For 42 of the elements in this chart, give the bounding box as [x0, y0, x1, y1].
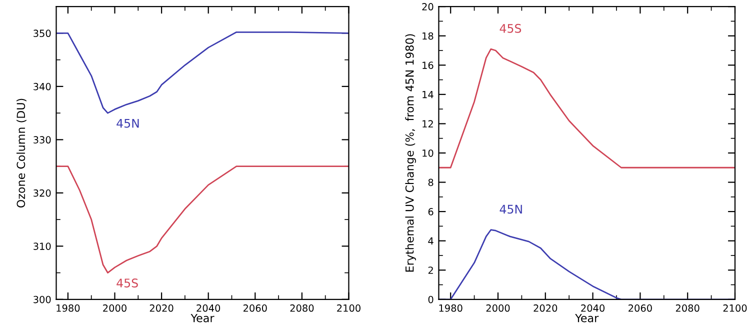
x-tick-label: 2100: [723, 304, 747, 312]
y-tick-label: 340: [34, 82, 51, 90]
y-tick-label: 10: [422, 149, 434, 157]
y-tick-label: 14: [422, 91, 434, 98]
y-tick-label: 4: [428, 237, 434, 245]
series-label: 45N: [500, 204, 522, 214]
y-tick-label: 20: [422, 3, 434, 10]
x-tick-label: 1980: [439, 304, 462, 312]
x-tick-label: 2080: [290, 304, 314, 312]
x-tick-label: 2020: [534, 304, 558, 312]
x-tick-label: 2000: [103, 304, 126, 312]
line-series: [438, 48, 735, 168]
y-tick-label: 16: [422, 62, 434, 69]
series-label: 45S: [500, 24, 522, 33]
x-tick-label: 2080: [676, 304, 700, 312]
x-tick-label: 2100: [337, 304, 360, 312]
x-tick-label: 2060: [628, 304, 652, 312]
y-tick-label: 8: [428, 178, 434, 186]
x-tick-label: 1980: [56, 304, 80, 312]
x-tick-label: 2060: [243, 304, 267, 312]
x-tick-label: 2000: [486, 304, 510, 312]
x-tick-label: 2040: [196, 304, 220, 312]
x-tick-label: 2040: [581, 304, 605, 312]
line-series: [56, 166, 349, 274]
x-axis-title: Year: [190, 314, 214, 322]
y-tick-label: 330: [34, 136, 51, 144]
series-label: 45N: [116, 118, 139, 128]
series-label: 45S: [116, 278, 138, 288]
y-tick-label: 2: [428, 266, 433, 274]
y-tick-label: 18: [422, 32, 434, 40]
x-tick-label: 2020: [150, 304, 174, 312]
y-tick-label: 320: [34, 189, 51, 197]
x-axis-title: Year: [575, 314, 599, 322]
line-series: [56, 31, 349, 114]
y-tick-label: 12: [422, 120, 433, 128]
y-axis-title: Ozone Column (DU): [16, 98, 26, 208]
y-tick-label: 300: [34, 296, 51, 304]
y-tick-label: 350: [34, 30, 51, 38]
y-axis-title: Erythemal UV Change (%, from 45N 1980): [405, 34, 416, 272]
y-tick-label: 0: [428, 296, 434, 304]
y-tick-label: 310: [34, 242, 51, 250]
y-tick-label: 6: [428, 208, 434, 216]
